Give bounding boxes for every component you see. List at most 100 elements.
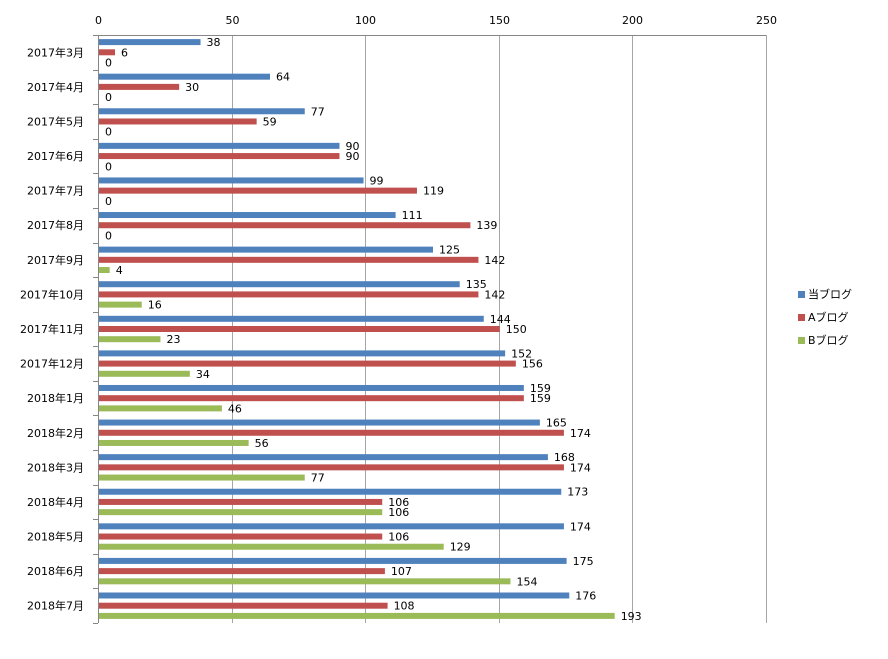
data-label: 90 bbox=[345, 150, 359, 163]
bars bbox=[99, 39, 615, 619]
gridlines bbox=[98, 35, 767, 623]
data-label: 99 bbox=[370, 174, 384, 187]
category-label: 2017年12月 bbox=[20, 357, 84, 371]
data-label: 150 bbox=[506, 323, 527, 336]
bar bbox=[99, 118, 257, 125]
bar bbox=[99, 578, 511, 585]
x-tick-label: 150 bbox=[489, 14, 510, 27]
bar bbox=[99, 291, 479, 298]
data-labels: 3864779099111125135144152159165168173174… bbox=[105, 36, 642, 623]
category-label: 2018年6月 bbox=[27, 564, 84, 578]
data-label: 144 bbox=[490, 313, 511, 326]
bar bbox=[99, 108, 305, 115]
bar bbox=[99, 336, 161, 343]
data-label: 16 bbox=[148, 299, 162, 312]
bar bbox=[99, 395, 524, 402]
data-label: 0 bbox=[105, 91, 112, 104]
data-label: 106 bbox=[388, 531, 409, 544]
data-label: 0 bbox=[105, 160, 112, 173]
x-tick-label: 50 bbox=[226, 14, 240, 27]
category-label: 2018年7月 bbox=[27, 599, 84, 613]
data-label: 174 bbox=[570, 427, 591, 440]
bar bbox=[99, 301, 142, 308]
bar bbox=[99, 429, 564, 436]
data-label: 174 bbox=[570, 520, 591, 533]
category-label: 2017年4月 bbox=[27, 80, 84, 94]
bar bbox=[99, 474, 305, 481]
category-label: 2017年9月 bbox=[27, 253, 84, 267]
data-label: 111 bbox=[402, 209, 423, 222]
data-label: 174 bbox=[570, 461, 591, 474]
data-label: 135 bbox=[466, 278, 487, 291]
legend: 当ブログ Aブログ Bブログ bbox=[798, 287, 852, 347]
bar bbox=[99, 142, 340, 149]
data-label: 0 bbox=[105, 126, 112, 139]
data-label: 6 bbox=[121, 46, 128, 59]
bar bbox=[99, 612, 615, 619]
bar bbox=[99, 360, 516, 367]
bar bbox=[99, 498, 383, 505]
data-label: 142 bbox=[484, 288, 505, 301]
bar bbox=[99, 464, 564, 471]
data-label: 125 bbox=[439, 244, 460, 257]
bar bbox=[99, 177, 364, 184]
bar bbox=[99, 523, 564, 530]
data-label: 4 bbox=[116, 264, 123, 277]
data-label: 56 bbox=[255, 437, 269, 450]
category-label: 2018年5月 bbox=[27, 530, 84, 544]
category-label: 2017年8月 bbox=[27, 218, 84, 232]
bar bbox=[99, 39, 201, 46]
bar bbox=[99, 187, 417, 194]
data-label: 107 bbox=[391, 565, 412, 578]
bar bbox=[99, 326, 500, 332]
data-label: 175 bbox=[573, 555, 594, 568]
x-tick-label: 0 bbox=[95, 14, 102, 27]
data-label: 108 bbox=[394, 600, 415, 613]
legend-label: Bブログ bbox=[808, 333, 849, 347]
bar bbox=[99, 454, 548, 461]
data-label: 165 bbox=[546, 417, 567, 430]
data-label: 119 bbox=[423, 185, 444, 198]
data-label: 106 bbox=[388, 496, 409, 509]
category-label: 2017年11月 bbox=[20, 322, 84, 336]
data-label: 139 bbox=[476, 219, 497, 232]
category-label: 2017年3月 bbox=[27, 45, 84, 59]
data-label: 176 bbox=[575, 590, 596, 603]
category-label: 2017年6月 bbox=[27, 149, 84, 163]
bar bbox=[99, 384, 524, 391]
bar bbox=[99, 533, 383, 540]
data-label: 0 bbox=[105, 195, 112, 208]
legend-swatch bbox=[798, 291, 805, 298]
data-label: 59 bbox=[263, 115, 277, 128]
data-label: 0 bbox=[105, 229, 112, 242]
x-tick-label: 100 bbox=[355, 14, 376, 27]
data-label: 152 bbox=[511, 347, 532, 360]
category-label: 2018年3月 bbox=[27, 460, 84, 474]
data-label: 129 bbox=[450, 541, 471, 554]
data-label: 46 bbox=[228, 402, 242, 415]
data-label: 77 bbox=[311, 105, 325, 118]
bar bbox=[99, 543, 444, 550]
data-label: 34 bbox=[196, 368, 210, 381]
data-label: 159 bbox=[530, 382, 551, 395]
bar bbox=[99, 153, 340, 160]
bar bbox=[99, 315, 484, 322]
legend-swatch bbox=[798, 314, 805, 321]
data-label: 23 bbox=[166, 333, 180, 346]
bar bbox=[99, 592, 570, 599]
data-label: 30 bbox=[185, 81, 199, 94]
data-label: 38 bbox=[207, 36, 221, 49]
bar bbox=[99, 568, 385, 575]
data-label: 173 bbox=[567, 486, 588, 499]
bar bbox=[99, 557, 567, 564]
legend-swatch bbox=[798, 337, 805, 344]
bar bbox=[99, 49, 116, 56]
category-label: 2018年2月 bbox=[27, 426, 84, 440]
x-axis-ticks: 0 50 100 150 200 250 bbox=[95, 14, 777, 27]
bar bbox=[99, 350, 506, 357]
data-label: 90 bbox=[345, 140, 359, 153]
bar bbox=[99, 405, 222, 412]
bar bbox=[99, 439, 249, 446]
bar bbox=[99, 370, 190, 377]
